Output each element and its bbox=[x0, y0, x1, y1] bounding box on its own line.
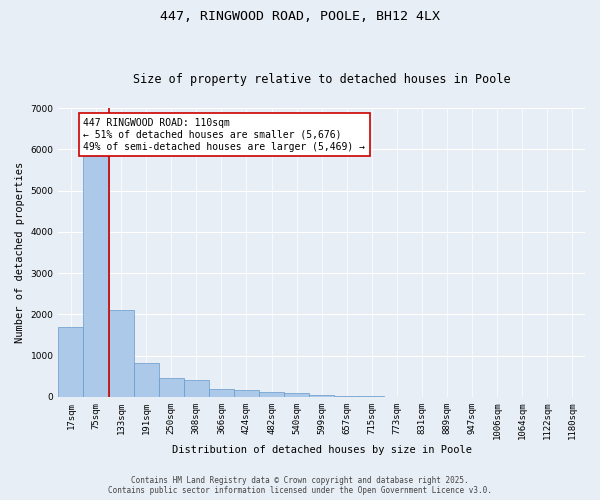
Title: Size of property relative to detached houses in Poole: Size of property relative to detached ho… bbox=[133, 73, 511, 86]
Text: Contains HM Land Registry data © Crown copyright and database right 2025.
Contai: Contains HM Land Registry data © Crown c… bbox=[108, 476, 492, 495]
Bar bbox=[259, 392, 284, 397]
Bar bbox=[83, 154, 109, 397]
Bar bbox=[184, 380, 209, 397]
Bar bbox=[284, 394, 309, 397]
Text: 447, RINGWOOD ROAD, POOLE, BH12 4LX: 447, RINGWOOD ROAD, POOLE, BH12 4LX bbox=[160, 10, 440, 23]
Bar bbox=[359, 396, 385, 397]
Bar bbox=[109, 310, 134, 397]
Bar bbox=[309, 395, 334, 397]
Bar bbox=[234, 390, 259, 397]
Bar bbox=[334, 396, 359, 397]
Bar bbox=[58, 327, 83, 397]
Y-axis label: Number of detached properties: Number of detached properties bbox=[15, 162, 25, 343]
Text: 447 RINGWOOD ROAD: 110sqm
← 51% of detached houses are smaller (5,676)
49% of se: 447 RINGWOOD ROAD: 110sqm ← 51% of detac… bbox=[83, 118, 365, 152]
Bar bbox=[209, 388, 234, 397]
X-axis label: Distribution of detached houses by size in Poole: Distribution of detached houses by size … bbox=[172, 445, 472, 455]
Bar bbox=[159, 378, 184, 397]
Bar bbox=[134, 362, 159, 397]
